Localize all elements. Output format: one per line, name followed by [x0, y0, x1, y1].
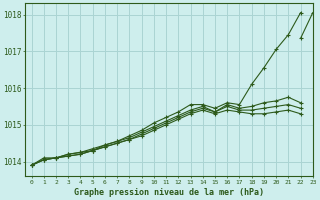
X-axis label: Graphe pression niveau de la mer (hPa): Graphe pression niveau de la mer (hPa) [74, 188, 264, 197]
